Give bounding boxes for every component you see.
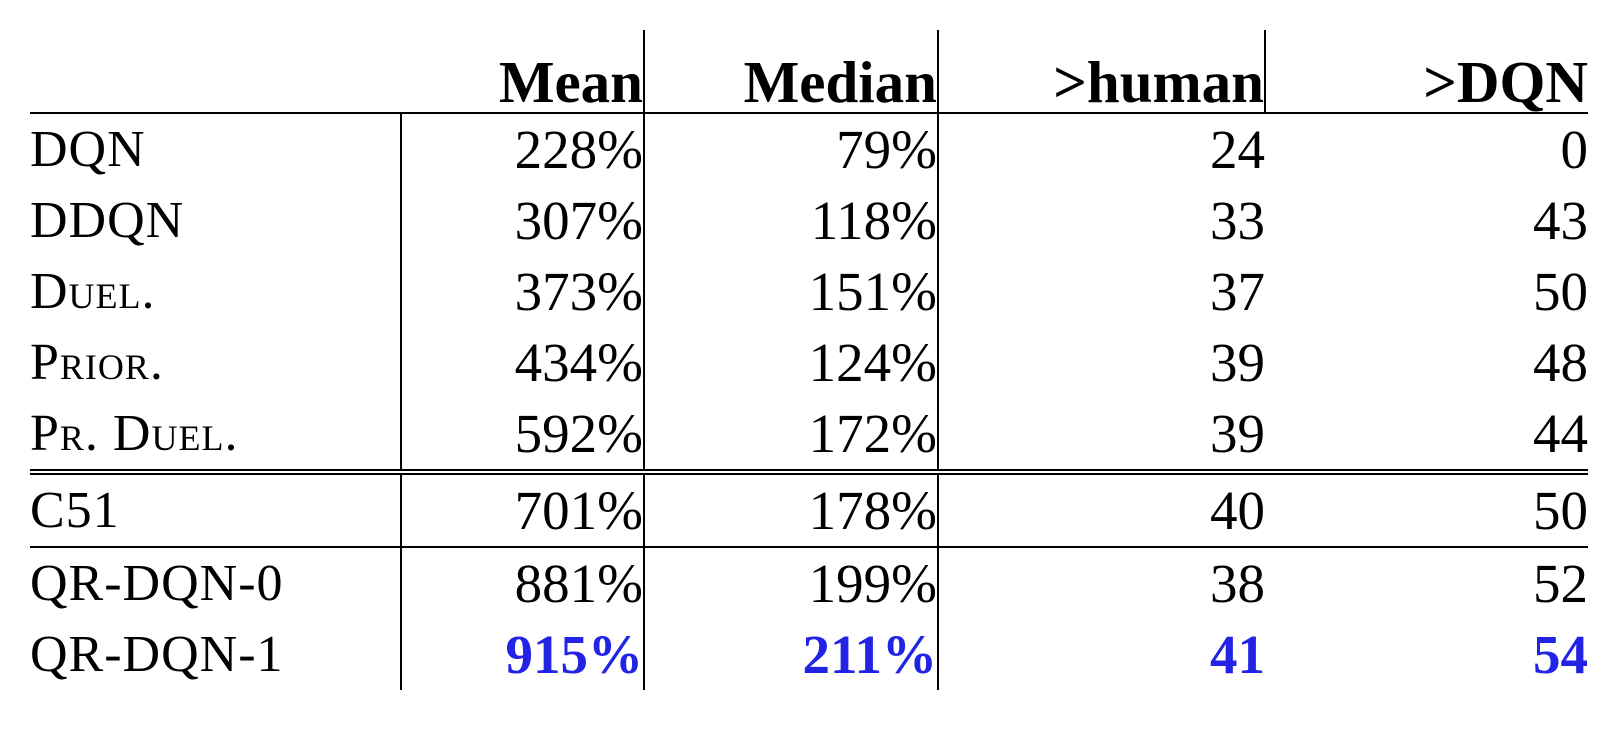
games-above-human: 33 bbox=[1210, 190, 1265, 251]
table-row: Duel. 373% 151% 37 50 bbox=[30, 256, 1588, 327]
table-row: QR-DQN-1 915% 211% 41 54 bbox=[30, 619, 1588, 690]
table-row: C51 701% 178% 40 50 bbox=[30, 469, 1588, 547]
table-row: DDQN 307% 118% 33 43 bbox=[30, 185, 1588, 256]
table-row: Pr. Duel. 592% 172% 39 44 bbox=[30, 398, 1588, 472]
header-above-human: >human bbox=[938, 30, 1266, 113]
median-score: 172% bbox=[644, 398, 939, 472]
games-above-human: 40 bbox=[938, 469, 1265, 547]
mean-score: 915% bbox=[401, 619, 645, 690]
method-name: Duel. bbox=[30, 256, 402, 327]
method-name: C51 bbox=[30, 469, 402, 547]
median-score: 211% bbox=[644, 619, 939, 690]
mean-score: 228% bbox=[401, 112, 645, 185]
method-name: DQN bbox=[30, 112, 402, 185]
method-name: Pr. Duel. bbox=[30, 398, 402, 472]
games-above-human: 41 bbox=[1210, 624, 1265, 685]
median-score: 79% bbox=[644, 112, 939, 185]
games-above-dqn: 52 bbox=[1265, 546, 1588, 619]
games-above-dqn: 0 bbox=[1265, 112, 1588, 185]
table-body: DQN 228% 79% 24 0 DDQN 307% 118% 33 43 Duel. 373% 15… bbox=[30, 112, 1588, 690]
table-row: DQN 228% 79% 24 0 bbox=[30, 112, 1588, 185]
median-score: 199% bbox=[644, 546, 939, 619]
games-above-human: 39 bbox=[1210, 403, 1265, 464]
mean-score: 307% bbox=[401, 185, 645, 256]
table-row: QR-DQN-0 881% 199% 38 52 bbox=[30, 546, 1588, 619]
mean-score: 434% bbox=[401, 327, 645, 398]
games-above-dqn: 50 bbox=[1265, 469, 1588, 547]
games-above-human: 39 bbox=[1210, 332, 1265, 393]
games-above-dqn: 54 bbox=[1533, 624, 1588, 685]
mean-score: 701% bbox=[401, 469, 645, 547]
header-row: Mean Median >human >DQN bbox=[30, 30, 1588, 113]
median-score: 124% bbox=[644, 327, 939, 398]
mean-score: 592% bbox=[401, 398, 645, 472]
games-above-human: 38 bbox=[938, 546, 1265, 619]
median-score: 178% bbox=[644, 469, 939, 547]
mean-score: 373% bbox=[401, 256, 645, 327]
header-mean: Mean bbox=[401, 30, 645, 113]
games-above-human: 37 bbox=[1210, 261, 1265, 322]
header-method bbox=[30, 30, 401, 113]
method-name: DDQN bbox=[30, 185, 402, 256]
method-name: QR-DQN-1 bbox=[30, 619, 402, 690]
games-above-dqn: 48 bbox=[1533, 332, 1588, 393]
games-above-human: 24 bbox=[938, 112, 1265, 185]
games-above-dqn: 43 bbox=[1533, 190, 1588, 251]
header-above-dqn: >DQN bbox=[1423, 49, 1588, 115]
median-score: 151% bbox=[644, 256, 939, 327]
games-above-dqn: 44 bbox=[1533, 403, 1588, 464]
method-name: QR-DQN-0 bbox=[30, 546, 402, 619]
method-name: Prior. bbox=[30, 327, 402, 398]
table-row: Prior. 434% 124% 39 48 bbox=[30, 327, 1588, 398]
results-table: Mean Median >human >DQN DQN 228% 79% 24 0 DDQ… bbox=[30, 30, 1588, 690]
mean-score: 881% bbox=[401, 546, 645, 619]
header-median: Median bbox=[644, 30, 939, 113]
games-above-dqn: 50 bbox=[1533, 261, 1588, 322]
median-score: 118% bbox=[644, 185, 939, 256]
